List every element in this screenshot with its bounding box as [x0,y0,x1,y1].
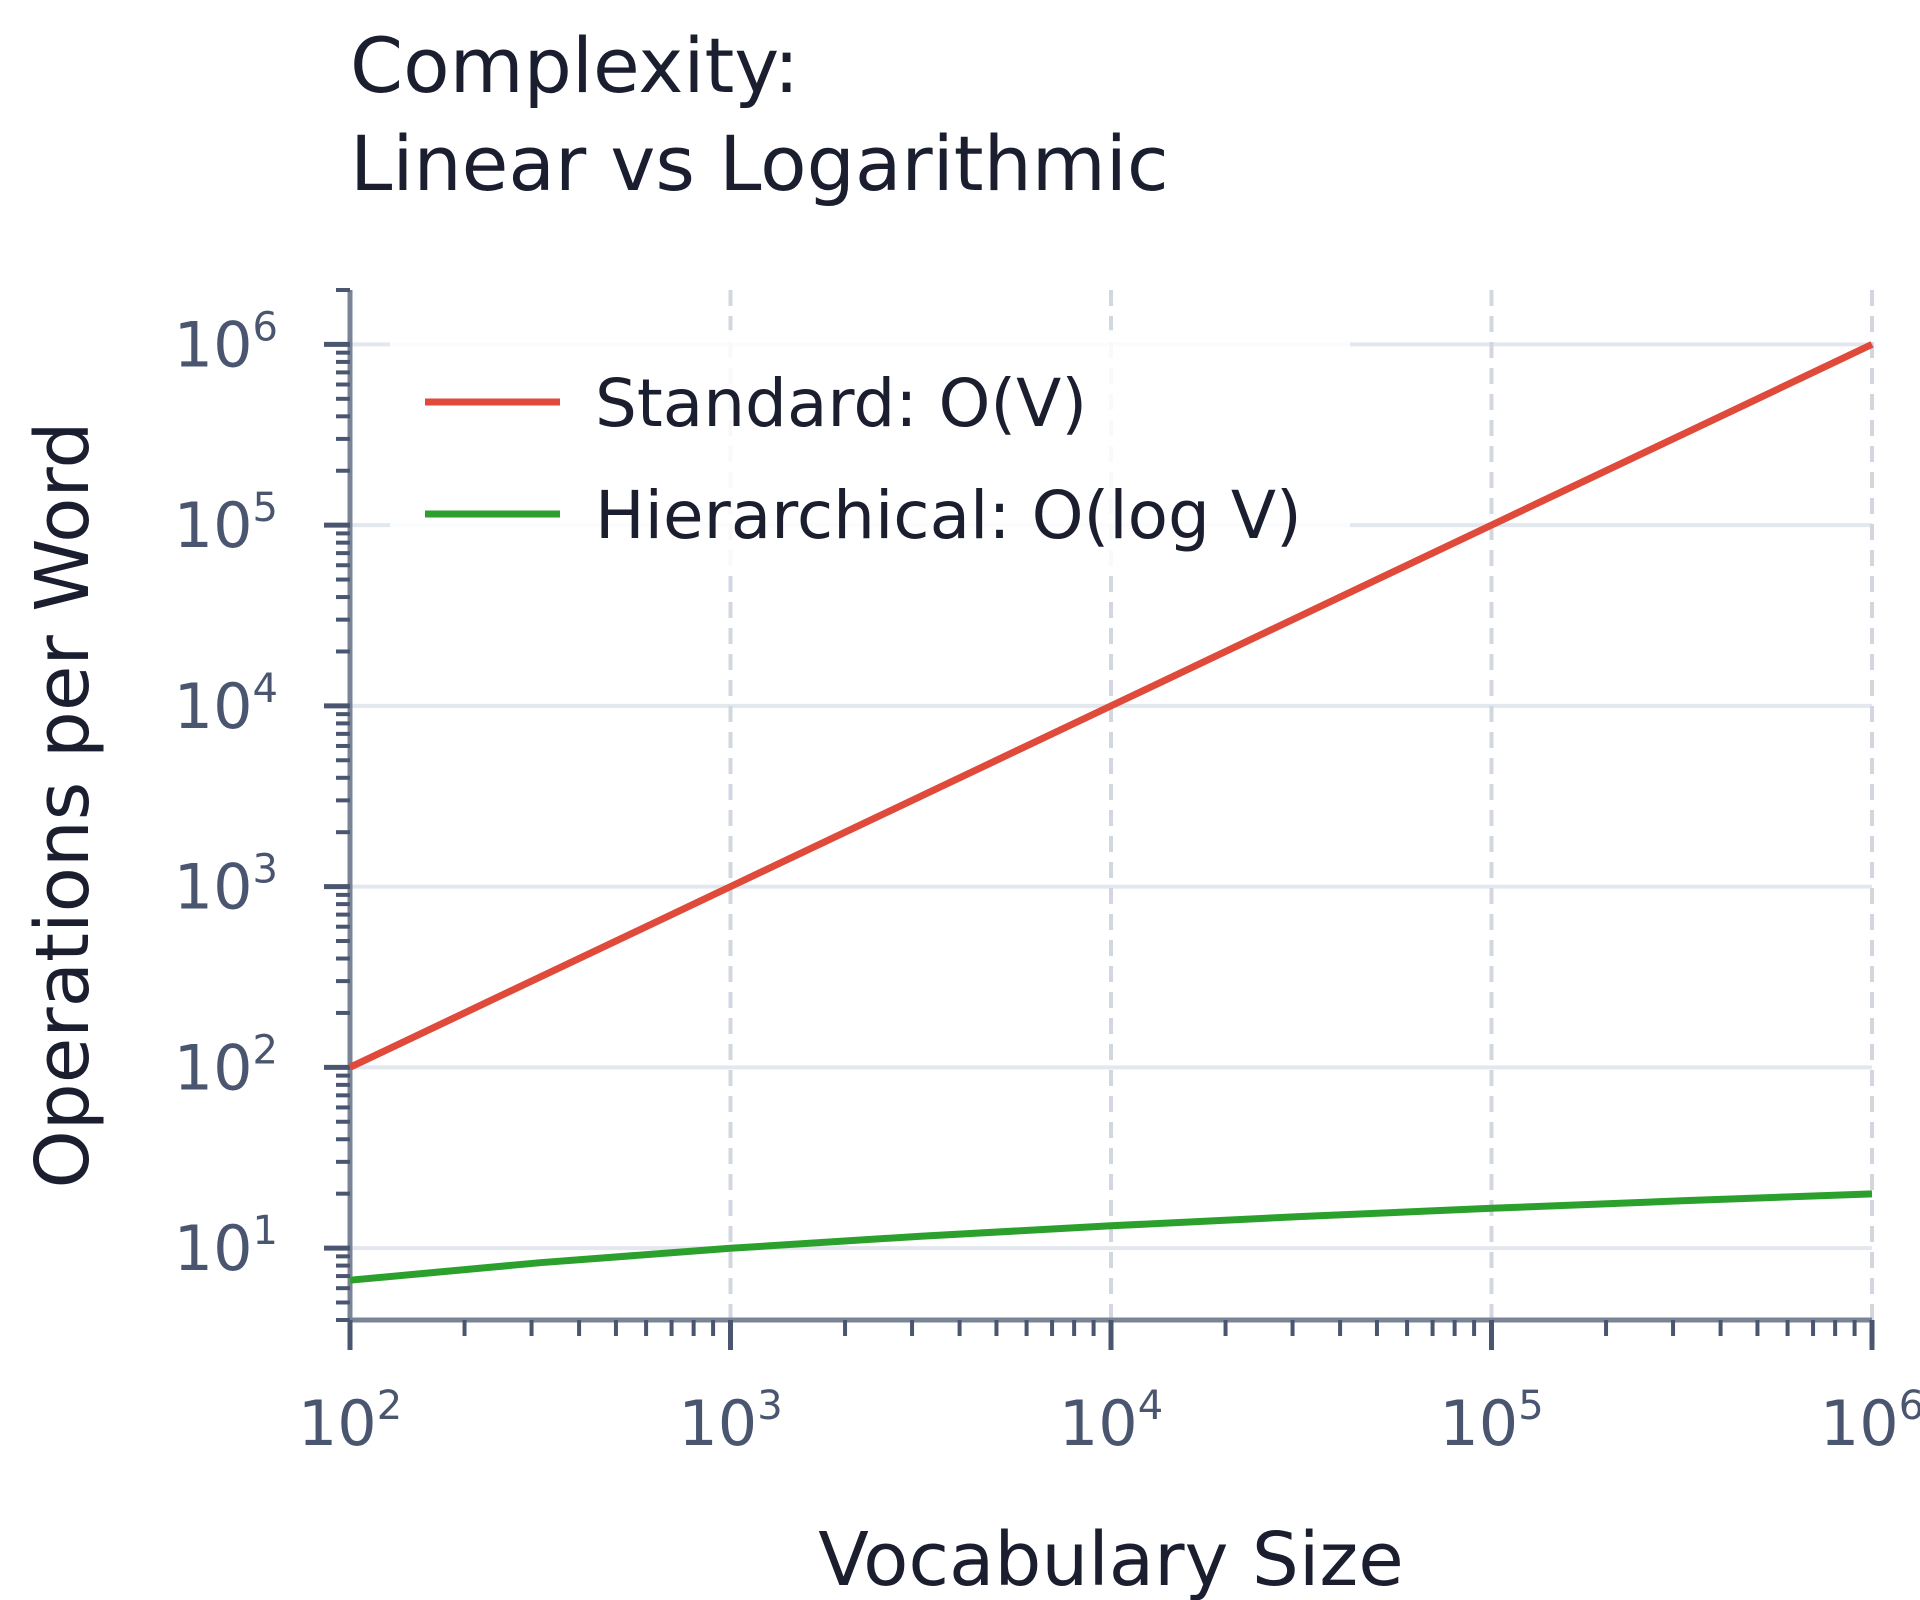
series-line-1 [348,341,1874,1071]
axis-titles: Vocabulary Size Operations per Word [20,422,1404,1600]
legend-box [390,330,1350,570]
y-tick-label-2: 102 [174,1027,278,1104]
y-tick-label-3: 103 [174,847,278,924]
x-tick-label-5: 106 [1820,1383,1920,1460]
minor-ticks [336,288,1857,1336]
y-tick-label-6: 106 [174,304,278,381]
x-tick-label-2: 103 [678,1383,782,1460]
legend-label-1: Standard: O(V) [595,365,1087,442]
x-tick-label-1: 102 [298,1383,402,1460]
legend-label-2: Hierarchical: O(log V) [595,477,1302,554]
legend: Standard: O(V) Hierarchical: O(log V) [390,330,1350,570]
y-axis-title: Operations per Word [20,422,106,1189]
x-tick-label-4: 105 [1439,1383,1543,1460]
y-tick-label-4: 104 [174,666,278,743]
x-axis-title: Vocabulary Size [818,1517,1404,1600]
chart-title: Complexity: Linear vs Logarithmic [350,21,1169,208]
x-tick-label-3: 104 [1059,1383,1163,1460]
y-tick-label-5: 105 [174,485,278,562]
tick-labels: 102 103 104 105 106 101 102 103 104 105 106 [174,304,1920,1460]
series-line-2 [349,1190,1873,1284]
y-tick-label-1: 101 [174,1208,278,1285]
series [348,341,1874,1284]
chart-title-line-1: Complexity: [350,21,799,110]
axes [324,290,1875,1350]
chart-title-line-2: Linear vs Logarithmic [350,119,1169,208]
